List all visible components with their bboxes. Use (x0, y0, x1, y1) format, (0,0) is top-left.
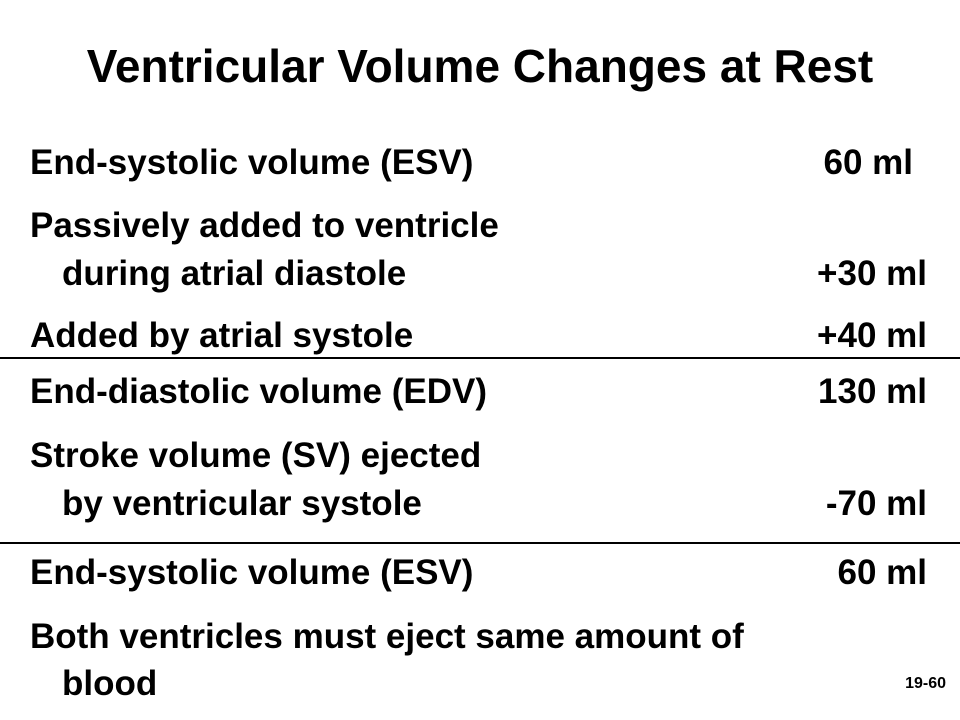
row-esv-end-value: 60 ml (837, 553, 928, 592)
row-passive-fill-label-line2: during atrial diastole (62, 254, 407, 293)
divider-rule-1 (0, 357, 960, 359)
row-edv-label: End-diastolic volume (EDV) (30, 372, 487, 411)
row-stroke-volume-label-line1: Stroke volume (SV) ejected (30, 436, 482, 475)
row-esv-end-label: End-systolic volume (ESV) (30, 553, 474, 592)
row-passive-fill-label-line1: Passively added to ventricle (30, 206, 499, 245)
row-passive-fill-value: +30 ml (817, 254, 927, 293)
row-stroke-volume-value: -70 ml (825, 484, 927, 523)
row-stroke-volume-label-line2: by ventricular systole (62, 484, 422, 523)
note-line1: Both ventricles must eject same amount o… (30, 617, 744, 656)
row-atrial-systole-label: Added by atrial systole (30, 316, 414, 355)
row-esv-start-value: 60 ml (823, 143, 914, 182)
row-atrial-systole-value: +40 ml (817, 316, 927, 355)
page-title: Ventricular Volume Changes at Rest (86, 40, 874, 92)
row-edv-value: 130 ml (818, 372, 927, 411)
note-line2: blood (62, 664, 158, 703)
divider-rule-2 (0, 542, 960, 544)
slide-number: 19-60 (905, 675, 946, 692)
row-esv-start-label: End-systolic volume (ESV) (30, 143, 474, 182)
